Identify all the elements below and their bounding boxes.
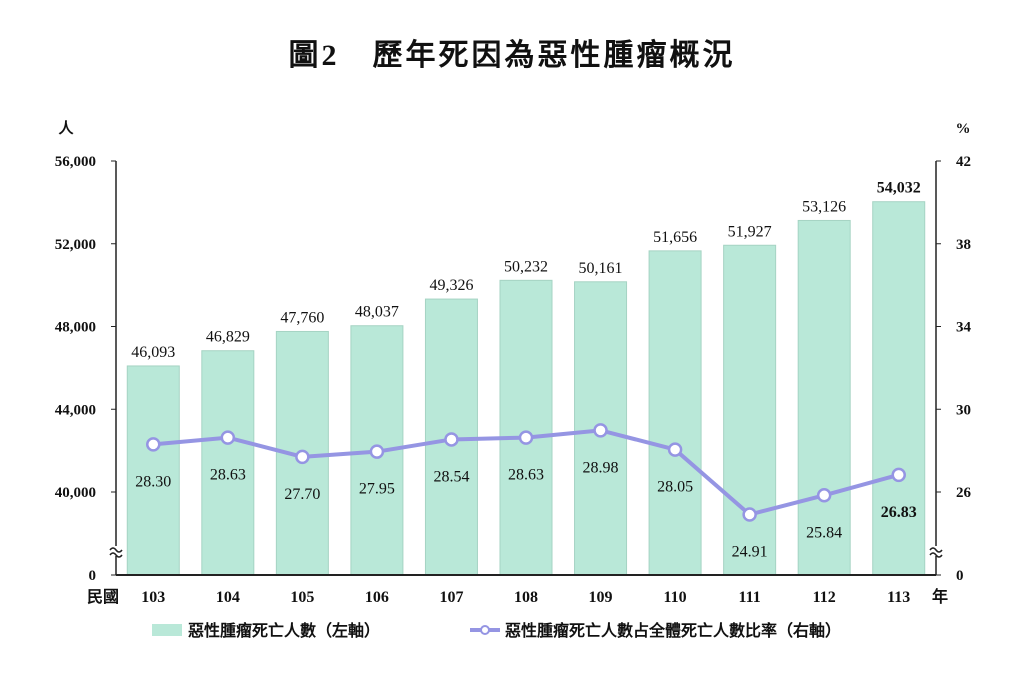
- bar-data-label: 46,829: [206, 329, 250, 346]
- ratio-point: [146, 437, 161, 452]
- ratio-data-label: 28.98: [583, 459, 619, 476]
- ratio-point: [444, 432, 459, 447]
- x-tick-label: 111: [739, 589, 761, 606]
- bar-data-label: 53,126: [802, 198, 846, 215]
- axis-break-icon: [929, 547, 943, 558]
- bar: [201, 350, 255, 576]
- bar: [723, 244, 777, 576]
- bar: [872, 201, 926, 576]
- left-axis-unit: 人: [58, 120, 74, 137]
- right-tick-label: 34: [956, 320, 972, 336]
- bar-data-label: 48,037: [355, 304, 399, 321]
- left-tick-label: 44,000: [55, 402, 96, 418]
- legend-line-marker: [480, 625, 490, 635]
- left-tick-label: 52,000: [55, 237, 96, 253]
- x-tick-label: 109: [589, 589, 613, 606]
- legend-bar-swatch: [152, 624, 182, 636]
- ratio-point: [816, 488, 832, 503]
- ratio-data-label: 24.91: [732, 544, 768, 561]
- ratio-data-label: 27.95: [359, 481, 395, 498]
- ratio-point: [220, 430, 236, 445]
- ratio-data-label: 26.83: [881, 504, 917, 521]
- right-tick-label: 42: [956, 154, 971, 170]
- bar-data-label: 51,656: [653, 229, 697, 246]
- ratio-data-label: 27.70: [284, 486, 320, 503]
- chart-title: 圖2 歷年死因為惡性腫瘤概況: [289, 39, 736, 72]
- bar-data-label: 49,326: [429, 277, 473, 294]
- right-tick-label: 0: [956, 568, 964, 584]
- ratio-point: [667, 442, 683, 457]
- x-tick-label: 113: [887, 589, 910, 606]
- bar-data-label: 51,927: [728, 223, 772, 240]
- ratio-data-label: 28.63: [210, 467, 246, 484]
- ratio-point: [369, 444, 385, 459]
- ratio-point: [891, 467, 906, 483]
- right-axis-unit: %: [956, 121, 971, 137]
- ratio-point: [518, 430, 534, 445]
- x-tick-label: 103: [141, 589, 165, 606]
- x-tick-label: 106: [365, 589, 389, 606]
- x-tick-label: 107: [439, 589, 463, 606]
- bar: [648, 250, 702, 576]
- bar-data-label: 50,161: [579, 260, 623, 277]
- right-tick-label: 26: [956, 485, 972, 501]
- bar: [126, 365, 180, 576]
- axis-break-icon: [109, 547, 123, 558]
- legend-line-label: 惡性腫瘤死亡人數占全體死亡人數比率（右軸）: [505, 621, 841, 640]
- bar-data-label: 50,232: [504, 258, 548, 275]
- bar: [499, 279, 553, 576]
- plot-area: 46,093 46,829 47,760 48,037 49,326 50,232 50,1…: [55, 154, 972, 606]
- x-axis-suffix: 年: [932, 587, 948, 606]
- right-tick-label: 30: [956, 402, 971, 418]
- left-tick-label: 56,000: [55, 154, 96, 170]
- bar-data-label: 54,032: [877, 180, 921, 197]
- x-axis-prefix: 民國: [87, 588, 119, 606]
- x-tick-label: 110: [664, 589, 687, 606]
- ratio-point: [742, 507, 757, 522]
- ratio-data-label: 28.05: [657, 479, 693, 496]
- x-tick-label: 105: [290, 589, 314, 606]
- ratio-point: [295, 449, 310, 465]
- x-tick-label: 108: [514, 589, 538, 606]
- left-tick-label: 48,000: [55, 320, 96, 336]
- bar: [797, 219, 851, 576]
- x-tick-label: 112: [813, 589, 836, 606]
- ratio-data-label: 28.54: [433, 468, 469, 485]
- right-tick-label: 38: [956, 237, 971, 253]
- ratio-data-label: 28.63: [508, 467, 544, 484]
- ratio-data-label: 25.84: [806, 524, 842, 541]
- bar-data-label: 47,760: [280, 309, 324, 326]
- left-tick-label: 0: [89, 568, 97, 584]
- ratio-data-label: 28.30: [135, 473, 171, 490]
- x-tick-label: 104: [216, 589, 240, 606]
- legend-bar-label: 惡性腫瘤死亡人數（左軸）: [188, 621, 380, 640]
- left-tick-label: 40,000: [55, 485, 96, 501]
- bar-data-label: 46,093: [131, 344, 175, 361]
- legend: 惡性腫瘤死亡人數（左軸） 惡性腫瘤死亡人數占全體死亡人數比率（右軸）: [152, 621, 841, 640]
- ratio-point: [593, 423, 608, 438]
